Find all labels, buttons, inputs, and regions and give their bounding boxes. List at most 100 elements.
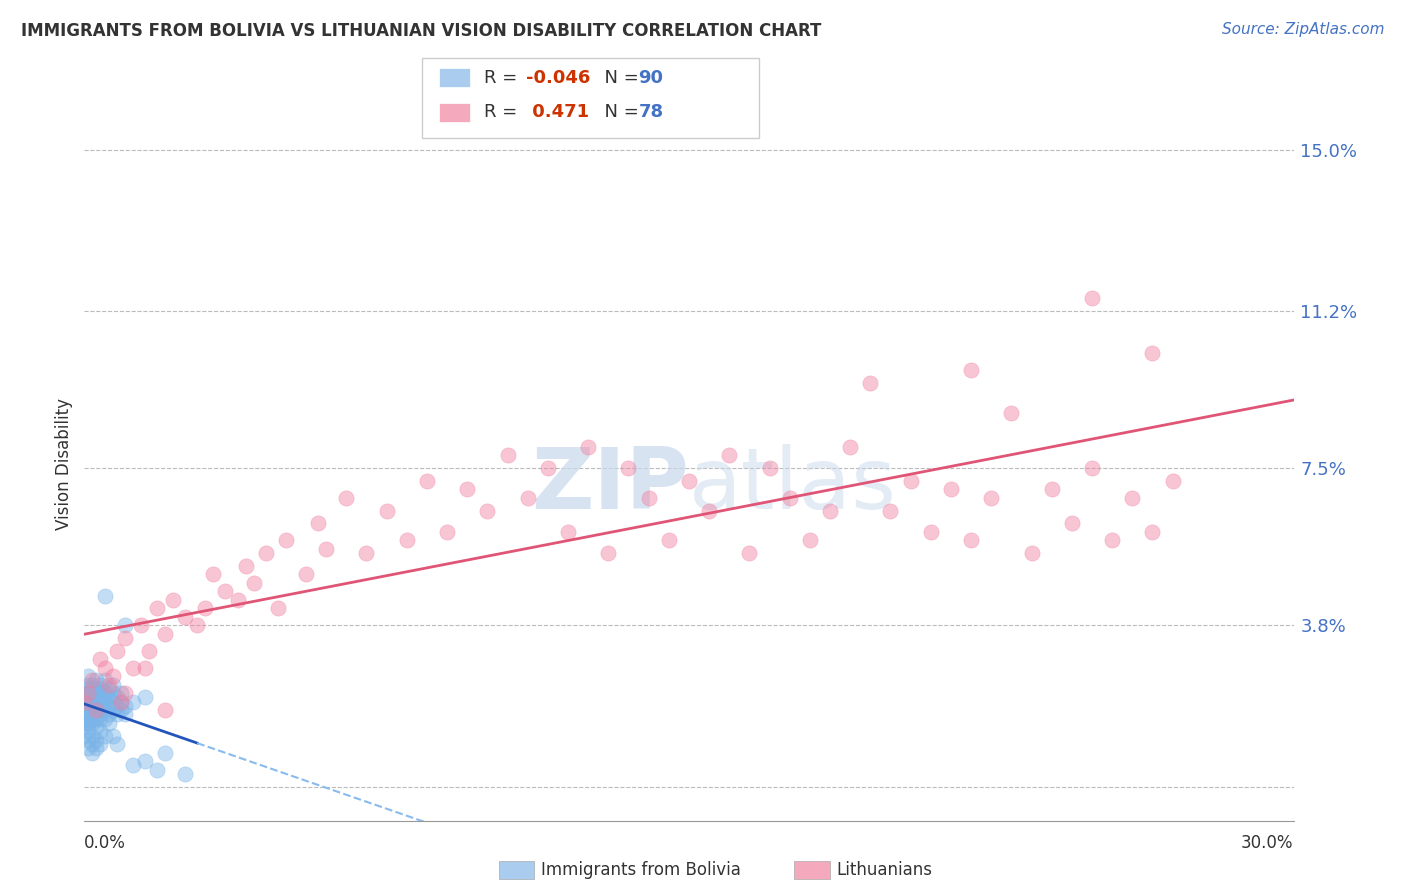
Point (77, 686, 100, 700)
Point (738, 546, 761, 560)
Point (202, 567, 225, 582)
Point (818, 503, 841, 517)
Point (86, 741, 108, 756)
Point (114, 686, 136, 700)
Y-axis label: Vision Disability: Vision Disability (55, 398, 73, 530)
Point (89, 695, 111, 709)
Point (82, 681, 104, 696)
Point (939, 483, 962, 497)
Point (114, 618, 136, 632)
Point (82, 707, 104, 722)
Point (82, 678, 104, 692)
Point (97, 681, 120, 696)
Point (86, 703, 108, 717)
Point (598, 546, 620, 560)
Text: N =: N = (593, 103, 645, 121)
Point (89, 681, 111, 696)
Point (110, 695, 132, 709)
Point (77, 681, 100, 696)
Point (101, 703, 124, 717)
Point (134, 690, 156, 705)
Point (456, 483, 478, 497)
Point (77, 698, 100, 713)
Point (134, 661, 156, 675)
Point (678, 474, 700, 488)
Point (226, 592, 249, 607)
Point (93, 686, 115, 700)
Point (114, 698, 136, 713)
Point (496, 448, 519, 462)
Point (153, 703, 176, 717)
Point (93, 661, 115, 675)
Point (77, 741, 100, 756)
Point (73, 703, 96, 717)
Point (105, 644, 128, 658)
Point (637, 491, 659, 505)
Point (1101, 533, 1123, 548)
Point (315, 541, 337, 556)
Point (86, 681, 108, 696)
Text: Source: ZipAtlas.com: Source: ZipAtlas.com (1222, 22, 1385, 37)
Point (77, 733, 100, 747)
Point (101, 678, 124, 692)
Point (1021, 546, 1043, 560)
Point (77, 703, 100, 717)
Point (395, 533, 418, 548)
Text: R =: R = (484, 103, 529, 121)
Point (516, 491, 538, 505)
Point (779, 491, 801, 505)
Point (89, 724, 111, 739)
Point (86, 695, 108, 709)
Point (1142, 524, 1164, 539)
Point (101, 695, 124, 709)
Text: 0.0%: 0.0% (84, 834, 127, 852)
Point (129, 618, 152, 632)
Point (86, 698, 108, 713)
Text: Immigrants from Bolivia: Immigrants from Bolivia (541, 861, 741, 879)
Point (1142, 346, 1164, 360)
Point (105, 690, 128, 705)
Point (82, 746, 104, 760)
Point (900, 474, 922, 488)
Point (1081, 291, 1104, 305)
Point (82, 690, 104, 705)
Point (101, 669, 124, 683)
Point (134, 754, 156, 768)
Point (859, 376, 882, 391)
Point (82, 698, 104, 713)
Point (86, 707, 108, 722)
Point (153, 626, 176, 640)
Text: R =: R = (484, 69, 523, 87)
Point (617, 461, 640, 475)
Point (356, 546, 378, 560)
Point (77, 669, 100, 683)
Point (77, 686, 100, 700)
Point (110, 686, 132, 700)
Point (82, 715, 104, 730)
Point (920, 524, 942, 539)
Point (73, 720, 96, 734)
Point (436, 524, 458, 539)
Point (194, 601, 217, 615)
Point (73, 715, 96, 730)
Point (93, 703, 115, 717)
Point (254, 546, 277, 560)
Point (82, 673, 104, 688)
Point (697, 503, 720, 517)
Point (121, 695, 143, 709)
Point (73, 686, 96, 700)
Point (267, 601, 290, 615)
Point (839, 440, 862, 454)
Point (105, 698, 128, 713)
Point (97, 707, 120, 722)
Point (82, 703, 104, 717)
Point (718, 448, 741, 462)
Point (105, 737, 128, 751)
Text: ZIP: ZIP (531, 443, 689, 527)
Point (86, 733, 108, 747)
Point (77, 707, 100, 722)
Point (274, 533, 297, 548)
Point (73, 695, 96, 709)
Point (93, 712, 115, 726)
Point (89, 652, 111, 666)
